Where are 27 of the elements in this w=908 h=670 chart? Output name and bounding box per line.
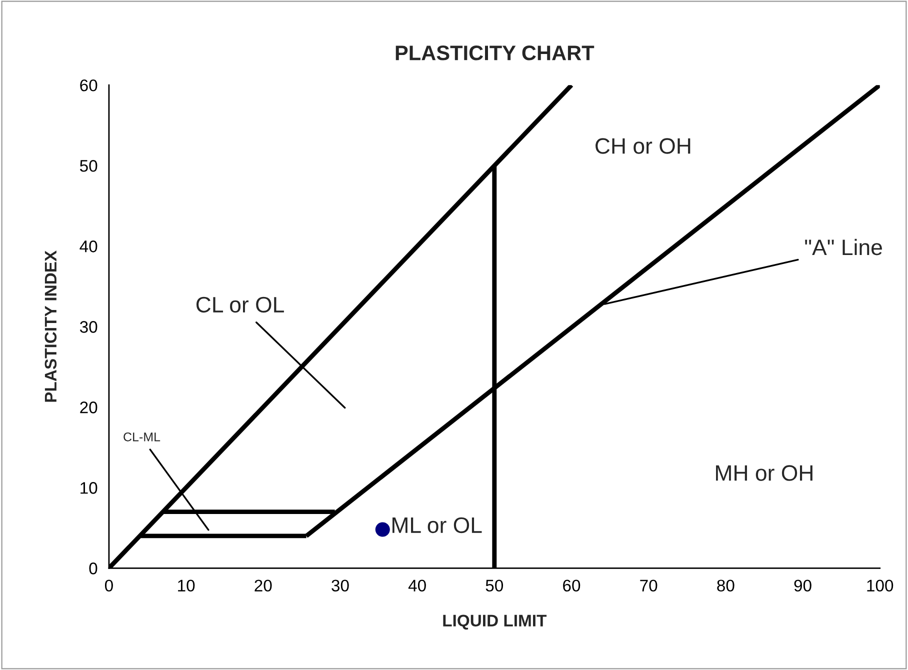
x-axis-title: LIQUID LIMIT bbox=[443, 614, 547, 630]
annotation: "A" Line bbox=[805, 238, 882, 256]
annotation: ML or OL bbox=[392, 517, 482, 534]
x-tick-label: 50 bbox=[486, 580, 504, 592]
x-tick-label: 90 bbox=[794, 580, 812, 592]
x-tick-label: 100 bbox=[867, 580, 894, 592]
x-tick-label: 30 bbox=[332, 580, 349, 592]
x-tick-label: 20 bbox=[254, 580, 272, 592]
y-tick-label: 0 bbox=[89, 562, 98, 574]
annotation: CL or OL bbox=[196, 296, 284, 313]
x-tick-label: 60 bbox=[563, 580, 580, 592]
x-tick-label: 10 bbox=[178, 580, 195, 592]
y-tick-label: 50 bbox=[80, 160, 98, 172]
y-tick-label: 20 bbox=[80, 402, 98, 414]
annotation: CH or OH bbox=[596, 138, 690, 154]
chart-title: PLASTICITY CHART bbox=[396, 46, 594, 60]
annotation: MH or OH bbox=[716, 465, 812, 481]
x-tick-label: 80 bbox=[717, 580, 734, 592]
x-tick-label: 70 bbox=[640, 580, 658, 592]
y-tick-label: 30 bbox=[80, 321, 98, 333]
annotation: CL-ML bbox=[124, 432, 160, 442]
y-tick-label: 40 bbox=[80, 240, 98, 252]
x-tick-label: 40 bbox=[408, 580, 426, 592]
y-axis-title: PLASTICITY INDEX bbox=[44, 250, 57, 402]
y-tick-label: 10 bbox=[80, 482, 98, 494]
x-tick-label: 0 bbox=[104, 580, 113, 592]
y-tick-label: 60 bbox=[80, 79, 98, 92]
